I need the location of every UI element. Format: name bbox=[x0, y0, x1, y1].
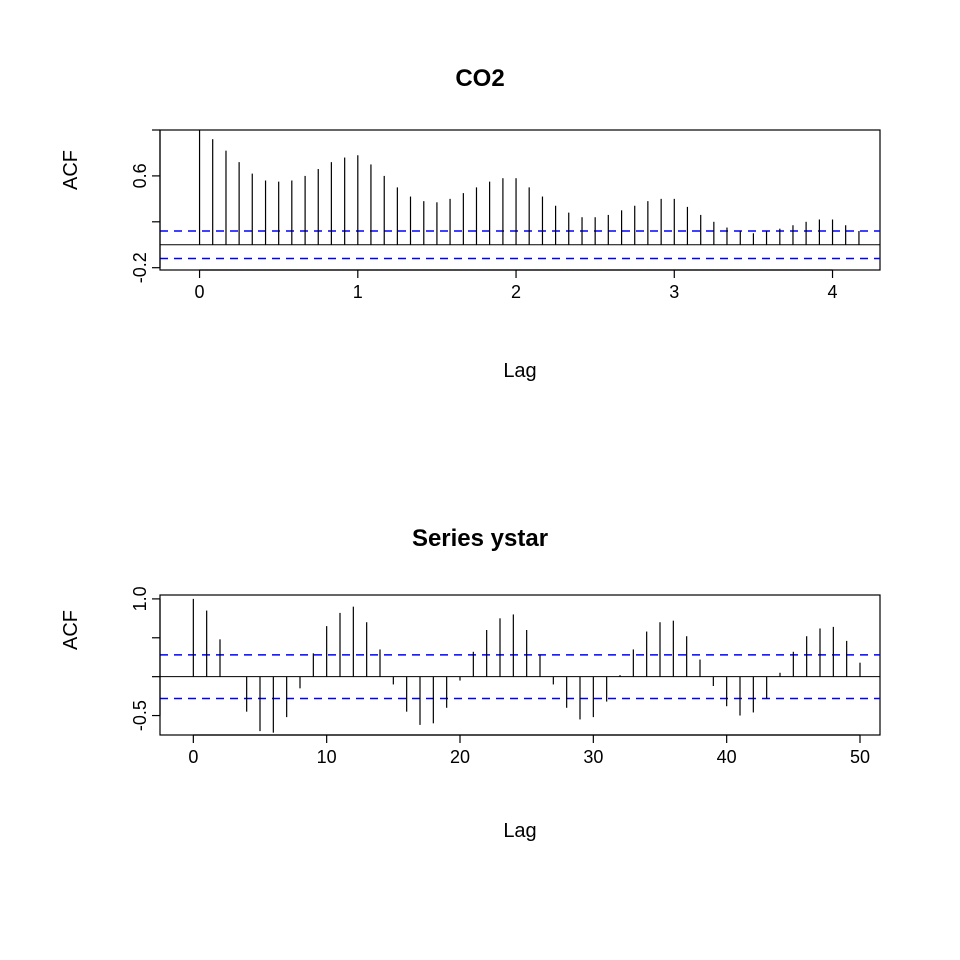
panel-ystar-xlabel: Lag bbox=[160, 820, 880, 843]
svg-text:0.6: 0.6 bbox=[130, 163, 150, 188]
svg-text:20: 20 bbox=[450, 747, 470, 767]
svg-text:0: 0 bbox=[195, 282, 205, 302]
panel-ystar: Series ystar 01020304050-0.51.0 Lag ACF bbox=[0, 490, 960, 920]
svg-text:2: 2 bbox=[511, 282, 521, 302]
svg-text:40: 40 bbox=[717, 747, 737, 767]
panel-ystar-ylabel: ACF bbox=[60, 560, 83, 700]
panel-ystar-svg: 0 10 20 30 40 50 -0.5 1.0 bbox=[0, 490, 960, 920]
svg-text:50: 50 bbox=[850, 747, 870, 767]
panel-co2-xlabel: Lag bbox=[160, 360, 880, 383]
svg-text:1.0: 1.0 bbox=[130, 586, 150, 611]
panel-co2-ylabel: ACF bbox=[60, 100, 83, 240]
panel-co2: CO2 01234-0.20.6 Lag ACF bbox=[0, 30, 960, 460]
figure-root: CO2 01234-0.20.6 Lag ACF Series ystar 01… bbox=[0, 0, 960, 960]
svg-text:30: 30 bbox=[583, 747, 603, 767]
svg-text:3: 3 bbox=[669, 282, 679, 302]
svg-text:4: 4 bbox=[828, 282, 838, 302]
svg-text:10: 10 bbox=[317, 747, 337, 767]
svg-text:1: 1 bbox=[353, 282, 363, 302]
svg-text:-0.2: -0.2 bbox=[130, 252, 150, 283]
svg-text:-0.5: -0.5 bbox=[130, 700, 150, 731]
panel-co2-svg: 0 1 2 3 4 -0.2 0.6 bbox=[0, 30, 960, 460]
svg-text:0: 0 bbox=[188, 747, 198, 767]
